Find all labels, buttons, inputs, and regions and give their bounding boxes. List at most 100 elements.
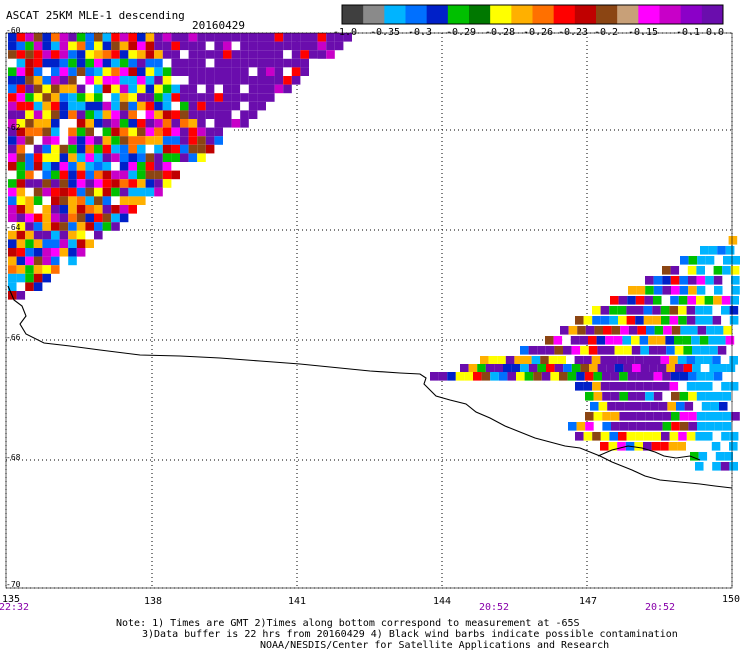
wind-cell: [682, 336, 692, 345]
wind-cell: [68, 213, 77, 223]
wind-cell: [662, 286, 671, 295]
wind-cell: [59, 213, 69, 223]
wind-cell: [51, 256, 60, 266]
wind-cell: [520, 346, 529, 355]
wind-cell: [94, 101, 103, 111]
wind-cell: [68, 239, 77, 248]
wind-cell: [663, 326, 672, 335]
wind-cell: [326, 33, 335, 42]
wind-cell: [592, 316, 601, 325]
wind-cell: [688, 286, 697, 295]
wind-cell: [671, 326, 681, 335]
wind-cell: [533, 372, 542, 381]
wind-cell: [76, 248, 86, 257]
wind-cell: [16, 291, 26, 300]
wind-cell: [671, 422, 680, 431]
wind-cell: [33, 170, 43, 180]
wind-cell: [704, 296, 714, 305]
wind-cell: [503, 364, 512, 373]
wind-cell: [628, 392, 637, 401]
wind-cell: [248, 93, 258, 102]
wind-cell: [214, 84, 223, 94]
wind-cell: [25, 101, 34, 111]
wind-cell: [613, 336, 623, 345]
wind-cell: [585, 412, 594, 421]
wind-cell: [600, 382, 610, 391]
wind-cell: [8, 265, 17, 274]
wind-cell: [688, 392, 697, 401]
wind-cell: [636, 412, 646, 421]
wind-cell: [8, 273, 17, 283]
wind-cell: [25, 239, 34, 248]
wind-cell: [248, 58, 258, 68]
wind-cell: [111, 41, 120, 51]
wind-cell: [652, 356, 661, 365]
colorbar-swatch: [363, 5, 385, 24]
wind-cell: [59, 33, 69, 42]
wind-cell: [712, 356, 721, 365]
wind-cell: [725, 246, 735, 255]
wind-cell: [576, 422, 586, 431]
wind-cell: [25, 153, 34, 162]
wind-cell: [154, 144, 163, 154]
wind-cell: [145, 119, 155, 128]
wind-cell: [68, 110, 77, 119]
wind-cell: [615, 402, 625, 411]
wind-cell: [25, 273, 34, 283]
wind-cell: [540, 356, 549, 365]
wind-cell: [729, 442, 738, 451]
wind-cell: [51, 162, 60, 171]
wind-cell: [145, 162, 155, 171]
wind-cell: [257, 33, 266, 42]
lon-label: 147: [578, 596, 598, 607]
wind-cell: [128, 153, 137, 162]
wind-cell: [25, 265, 34, 274]
wind-cell: [695, 432, 704, 441]
wind-cell: [33, 196, 43, 205]
lon-label: 138: [143, 596, 163, 607]
wind-cell: [715, 452, 725, 461]
wind-cell: [679, 266, 688, 275]
wind-cell: [145, 187, 155, 197]
lon-label: 135: [1, 594, 21, 605]
wind-cell: [162, 93, 172, 102]
wind-cell: [670, 276, 680, 285]
wind-cell: [197, 144, 206, 154]
wind-cell: [696, 372, 706, 381]
wind-cell: [137, 58, 146, 68]
wind-cell: [171, 58, 180, 68]
note-line-3: NOAA/NESDIS/Center for Satellite Applica…: [260, 640, 610, 651]
wind-cell: [214, 50, 223, 59]
wind-cell: [111, 170, 120, 180]
wind-cell: [610, 392, 620, 401]
wind-cell: [679, 412, 689, 421]
wind-cell: [102, 170, 112, 180]
colorbar-swatch: [342, 5, 364, 24]
wind-cell: [697, 422, 706, 431]
wind-cell: [713, 276, 723, 285]
colorbar-swatch: [447, 5, 470, 24]
wind-cell: [33, 179, 43, 188]
wind-cell: [635, 382, 644, 391]
wind-cell: [705, 256, 715, 265]
wind-cell: [620, 326, 629, 335]
colorbar-tick-label: -0.23: [557, 27, 589, 38]
wind-cell: [696, 392, 706, 401]
wind-cell: [25, 162, 34, 171]
wind-cell: [670, 266, 680, 275]
wind-cell: [205, 67, 215, 76]
wind-cell: [42, 248, 51, 257]
wind-cell: [128, 50, 137, 59]
wind-cell: [651, 442, 661, 451]
wind-cell: [694, 442, 704, 451]
wind-cell: [102, 213, 112, 223]
wind-cell: [701, 402, 711, 411]
wind-cell: [68, 196, 77, 205]
wind-cell: [16, 205, 26, 214]
wind-cell: [729, 432, 739, 441]
wind-cell: [25, 282, 34, 291]
wind-cell: [94, 33, 103, 42]
wind-cell: [240, 93, 249, 102]
wind-cell: [94, 222, 103, 231]
wind-cell: [94, 110, 103, 119]
